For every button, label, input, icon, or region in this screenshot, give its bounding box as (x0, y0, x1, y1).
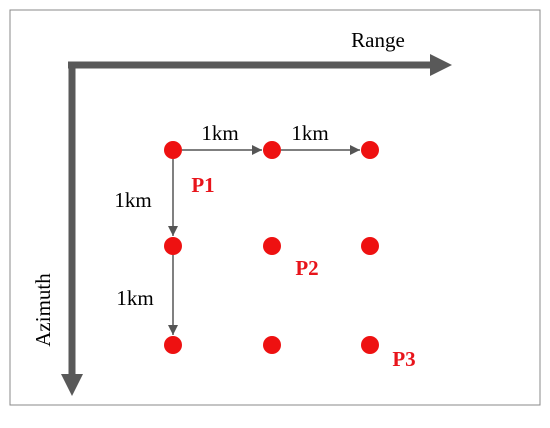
spacing-label: 1km (116, 286, 153, 310)
spacing-label: 1km (291, 121, 328, 145)
point (263, 336, 281, 354)
range-label: Range (351, 28, 405, 52)
point-label: P2 (295, 256, 318, 280)
point (263, 141, 281, 159)
point (164, 237, 182, 255)
point-label: P1 (191, 173, 214, 197)
point-grid (164, 141, 379, 354)
point-label: P3 (392, 347, 415, 371)
point (164, 141, 182, 159)
point (361, 237, 379, 255)
spacing-label: 1km (201, 121, 238, 145)
spacing-label: 1km (114, 188, 151, 212)
azimuth-arrowhead (61, 374, 83, 396)
point (263, 237, 281, 255)
frame (9, 9, 541, 406)
azimuth-label: Azimuth (31, 273, 55, 347)
range-arrowhead (430, 54, 452, 76)
point (361, 336, 379, 354)
point (361, 141, 379, 159)
point (164, 336, 182, 354)
